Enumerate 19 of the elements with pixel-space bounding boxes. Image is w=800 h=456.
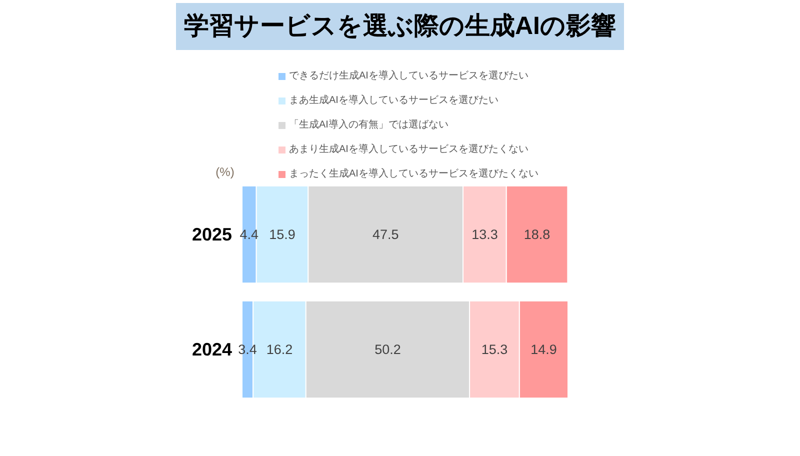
legend-label: まあ生成AIを導入しているサービスを選びたい xyxy=(289,94,498,106)
data-label: 13.3 xyxy=(472,227,498,242)
text: (%) xyxy=(216,165,234,179)
y-tick-label: 2025 xyxy=(192,224,232,244)
data-label: 3.4 xyxy=(238,342,258,357)
data-label: 47.5 xyxy=(372,227,399,242)
legend-label: まったく生成AIを導入しているサービスを選びたくない xyxy=(289,168,538,180)
data-label: 15.9 xyxy=(269,227,296,242)
legend-label: 「生成AI導入の有無」では選ばない xyxy=(289,118,448,130)
data-label: 4.4 xyxy=(240,227,260,242)
data-label: 50.2 xyxy=(374,342,401,357)
data-label: 18.8 xyxy=(524,227,550,242)
data-label: 16.2 xyxy=(266,342,293,357)
chart-title: 学習サービスを選ぶ際の生成AIの影響 xyxy=(176,3,624,50)
legend-label: あまり生成AIを導入しているサービスを選びたくない xyxy=(289,143,528,155)
data-label: 14.9 xyxy=(530,342,557,357)
data-label: 15.3 xyxy=(481,342,508,357)
legend-label: できるだけ生成AIを導入しているサービスを選びたい xyxy=(289,70,528,82)
y-tick-label: 2024 xyxy=(192,340,232,360)
